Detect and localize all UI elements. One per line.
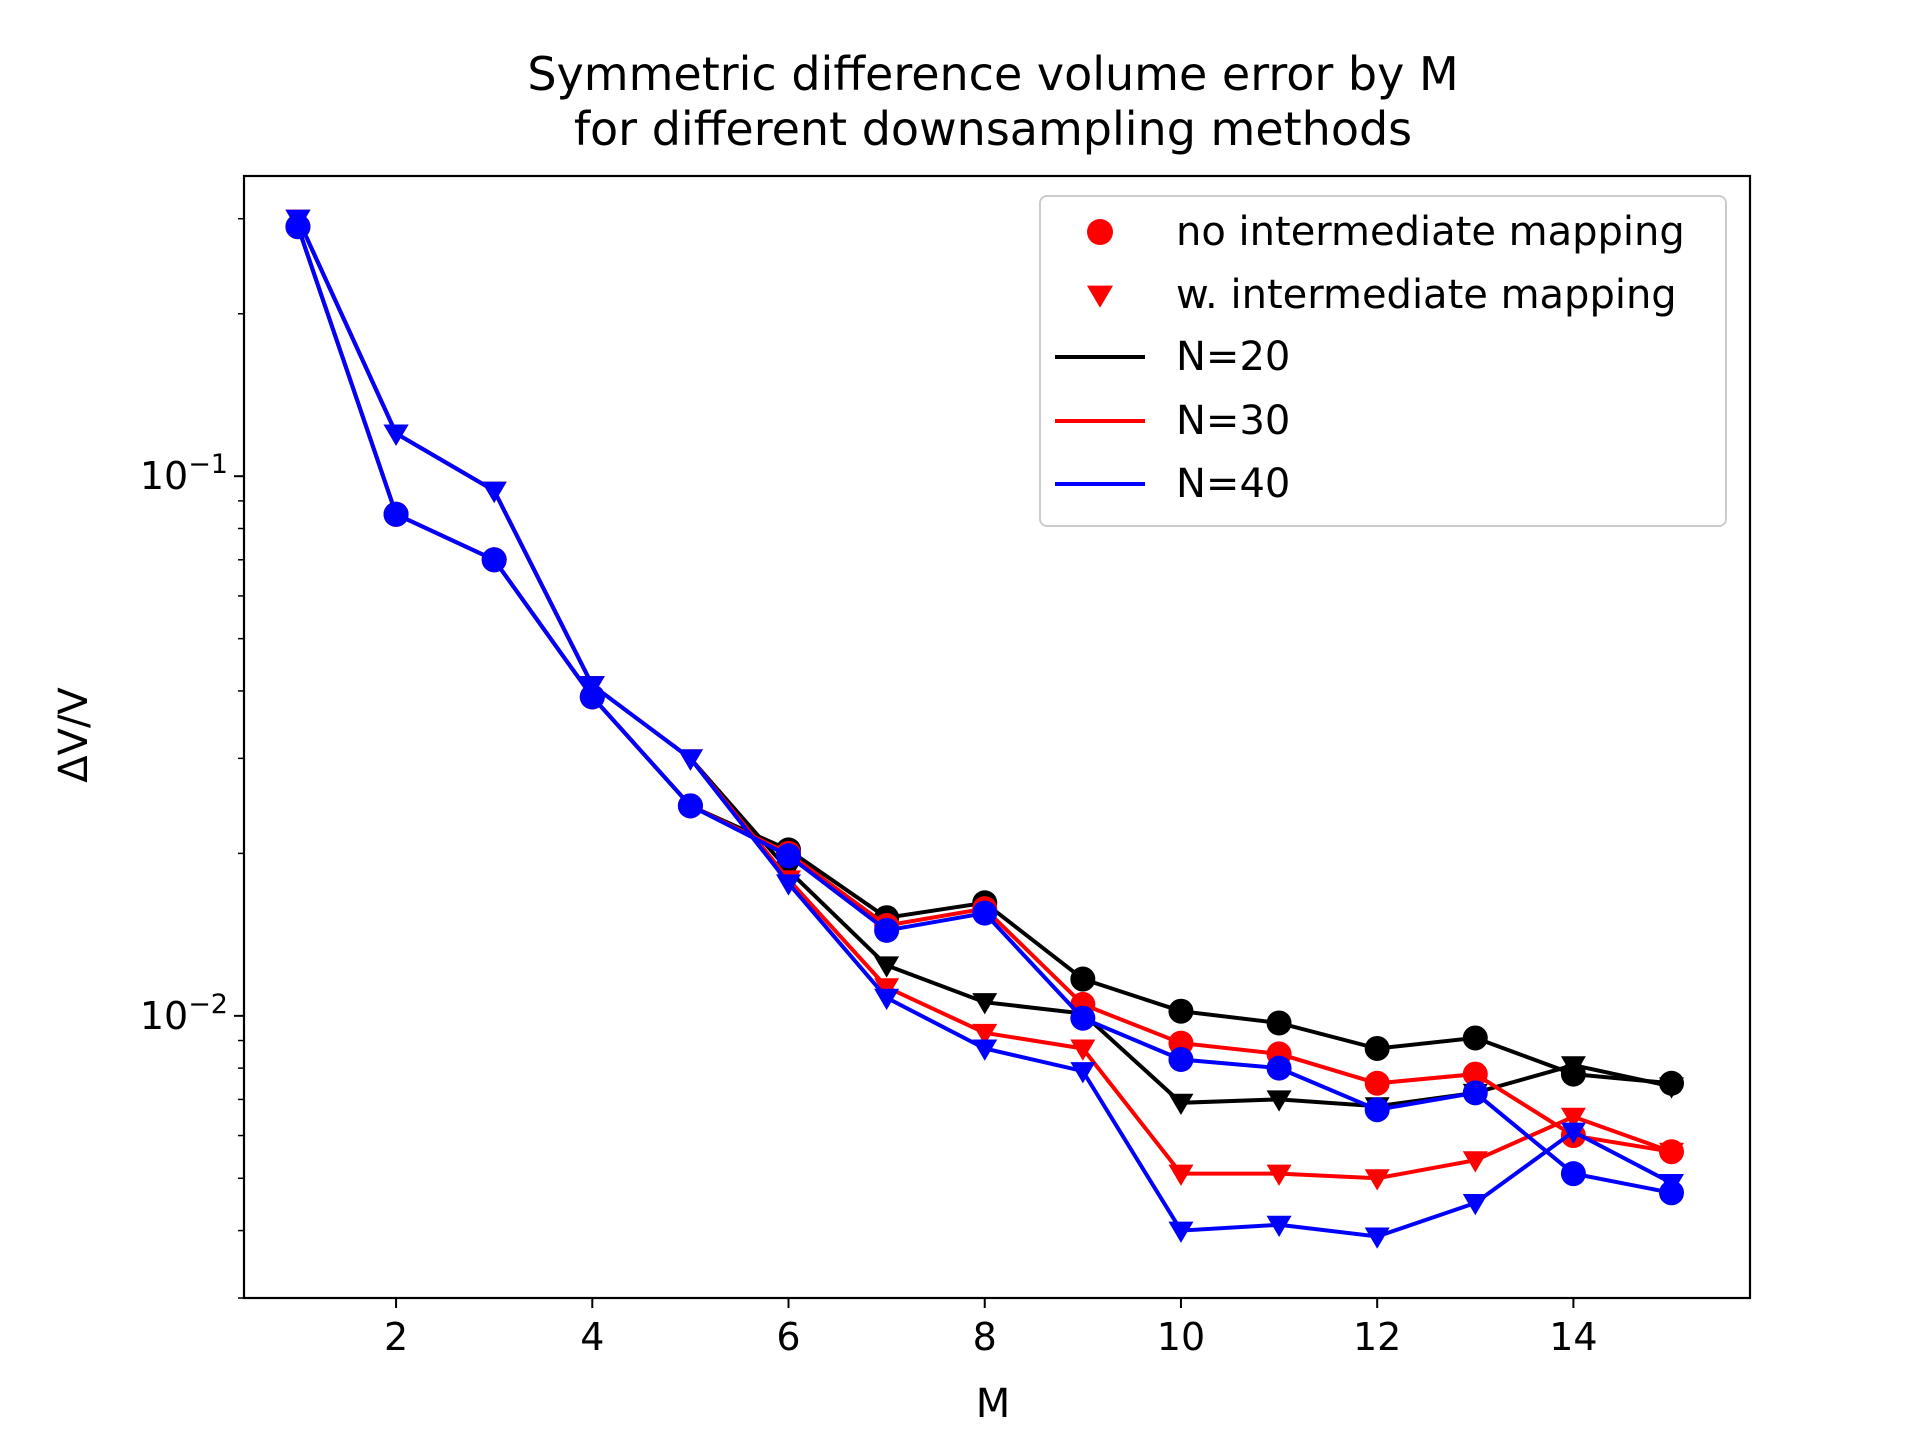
data-point: [1659, 1142, 1685, 1164]
data-point: [1168, 1164, 1194, 1186]
data-point: [1560, 1161, 1586, 1187]
data-point: [383, 424, 409, 446]
data-point: [1266, 1215, 1292, 1238]
data-point: [1462, 1061, 1488, 1087]
data-point: [481, 481, 507, 503]
data-point: [1266, 1010, 1292, 1036]
data-point: [1659, 1174, 1685, 1196]
y-tick-label: 10−1: [140, 449, 228, 498]
y-tick-label: 10−2: [140, 989, 228, 1038]
x-axis-label: M: [976, 1381, 1011, 1427]
data-point: [1266, 1090, 1292, 1112]
data-point: [481, 547, 507, 573]
data-point: [1462, 1080, 1488, 1106]
legend-circle-marker: [1087, 219, 1113, 245]
chart-subtitle: for different downsampling methods: [574, 102, 1412, 156]
data-point: [1070, 1039, 1096, 1061]
data-point: [1364, 1169, 1390, 1191]
data-point: [1462, 1193, 1488, 1216]
legend-label: N=30: [1176, 398, 1290, 444]
y-tick-base: 10: [140, 454, 188, 498]
series-N40-no-mapping: [285, 214, 1685, 1206]
data-point: [1364, 1035, 1390, 1061]
legend-label: N=20: [1176, 334, 1290, 380]
data-point: [285, 209, 311, 231]
data-point: [677, 749, 703, 771]
data-point: [776, 874, 802, 896]
legend-box: [1039, 195, 1727, 527]
data-point: [874, 988, 900, 1011]
x-tick-label: 12: [1353, 1315, 1401, 1359]
series-N40-with-mapping: [285, 209, 1685, 1249]
plot-frame: [242, 174, 1752, 1300]
data-point: [1070, 966, 1096, 992]
data-point: [972, 1023, 998, 1046]
y-tick-exponent: −1: [188, 449, 228, 480]
data-point: [1560, 1056, 1586, 1078]
x-tick-label: 6: [776, 1315, 800, 1359]
data-point: [1168, 1047, 1194, 1073]
data-point: [1168, 1093, 1194, 1116]
series-layer: [285, 209, 1685, 1249]
data-point: [1168, 1221, 1194, 1243]
data-point: [776, 843, 802, 869]
data-point: [972, 1039, 998, 1061]
data-point: [1266, 1164, 1292, 1186]
data-point: [874, 956, 900, 978]
x-tick-label: 8: [973, 1315, 997, 1359]
data-point: [1462, 1025, 1488, 1051]
data-point: [1070, 1005, 1096, 1031]
data-point: [677, 793, 703, 819]
legend-label: N=40: [1176, 461, 1290, 507]
data-point: [1168, 998, 1194, 1024]
data-point: [972, 900, 998, 926]
legend-label: no intermediate mapping: [1176, 209, 1685, 255]
x-tick-label: 14: [1549, 1315, 1597, 1359]
data-point: [383, 501, 409, 527]
data-point: [874, 917, 900, 943]
x-tick-label: 10: [1157, 1315, 1205, 1359]
data-point: [1364, 1097, 1390, 1123]
data-point: [1560, 1107, 1586, 1130]
data-point: [1266, 1055, 1292, 1081]
legend: no intermediate mapping w. intermediate m…: [1039, 195, 1727, 527]
chart-title: Symmetric difference volume error by M: [527, 47, 1458, 101]
data-point: [1364, 1070, 1390, 1096]
data-point: [1659, 1077, 1685, 1099]
x-tick-label: 2: [384, 1315, 408, 1359]
data-point: [1560, 1122, 1586, 1144]
data-point: [1364, 1227, 1390, 1249]
data-point: [1070, 1062, 1096, 1084]
y-tick-base: 10: [140, 994, 188, 1038]
y-tick-exponent: −2: [188, 989, 228, 1020]
y-axis-label: ΔV/V: [51, 687, 97, 783]
data-point: [1462, 1151, 1488, 1173]
legend-triangle-marker: [1087, 285, 1113, 308]
x-tick-label: 4: [580, 1315, 604, 1359]
data-point: [972, 993, 998, 1015]
legend-label: w. intermediate mapping: [1176, 272, 1677, 318]
data-point: [579, 676, 605, 698]
